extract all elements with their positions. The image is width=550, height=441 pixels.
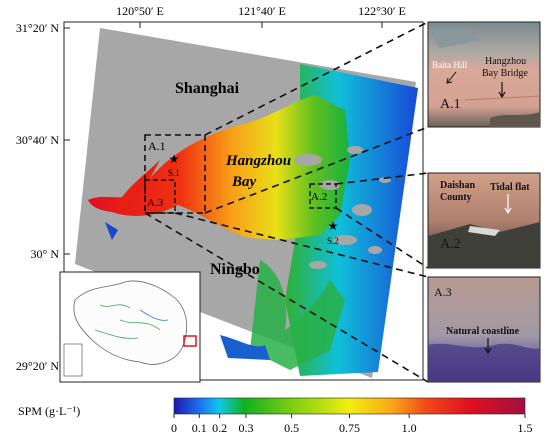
leader-lines	[144, 21, 429, 383]
box-a1	[144, 134, 206, 214]
inset-a2-label-county: County	[440, 192, 472, 203]
inset-a1-label-bridge-2: Bay Bridge	[482, 68, 528, 79]
label-bay: Bay	[231, 174, 257, 190]
colorbar-tick-label: 0.1	[192, 421, 207, 435]
inset-a1-id: A.1	[440, 97, 461, 112]
box-label-a2: A.2	[311, 191, 327, 203]
study-area-marker	[183, 335, 197, 347]
china-locator-inset	[59, 271, 201, 383]
colorbar-tick-label: 0.5	[284, 421, 299, 435]
inset-a3: A.3 Natural coastline	[427, 276, 541, 383]
inset-a2-label-daishan: Daishan	[440, 180, 475, 191]
inset-a2-id: A.2	[440, 237, 461, 252]
lat-tick-4: 29°20′ N	[16, 359, 59, 373]
colorbar-tick-label: 0.2	[212, 421, 227, 435]
islands	[294, 146, 391, 269]
inset-a1-label-baita: Baita Hill	[432, 60, 468, 70]
station-s1-label: S.1	[168, 168, 180, 178]
colorbar	[173, 397, 526, 415]
colorbar-tick-label: 0	[171, 421, 177, 435]
lon-tick-1: 120°50′ E	[116, 4, 164, 18]
colorbar-tick-label: 1.0	[402, 421, 417, 435]
box-a2	[309, 183, 337, 209]
lat-tick-3: 30° N	[31, 247, 60, 261]
box-label-a1: A.1	[148, 139, 166, 153]
inset-a2: Daishan County Tidal flat A.2	[427, 172, 541, 269]
station-s1-star-icon: ★	[169, 152, 180, 166]
inset-a3-label-coastline: Natural coastline	[446, 326, 520, 337]
hangzhou-bay-spm	[88, 95, 350, 240]
box-label-a3: A.3	[147, 197, 164, 209]
colorbar-ticks: 0 0.1 0.2 0.3 0.5 0.75 1.0 1.5	[171, 414, 533, 435]
label-shanghai: Shanghai	[175, 80, 240, 97]
lon-tick-3: 122°30′ E	[358, 4, 406, 18]
lat-tick-2: 30°40′ N	[16, 133, 59, 147]
lat-tick-1: 31°20′ N	[16, 21, 59, 35]
colorbar-title: SPM (g·L⁻¹)	[18, 404, 80, 418]
label-hangzhou: Hangzhou	[225, 153, 291, 169]
inset-a3-id: A.3	[434, 285, 452, 299]
station-s2-star-icon: ★	[328, 219, 339, 233]
lon-tick-2: 121°40′ E	[238, 4, 286, 18]
inset-a1: Baita Hill Hangzhou Bay Bridge A.1	[427, 21, 541, 128]
inset-a2-label-tidal: Tidal flat	[490, 182, 530, 193]
colorbar-tick-label: 0.3	[238, 421, 253, 435]
colorbar-tick-label: 1.5	[518, 421, 533, 435]
colorbar-tick-label: 0.75	[339, 421, 360, 435]
inset-a1-label-bridge-1: Hangzhou	[485, 56, 526, 67]
label-ningbo: Ningbo	[210, 261, 260, 278]
station-s2-label: S.2	[327, 236, 339, 246]
